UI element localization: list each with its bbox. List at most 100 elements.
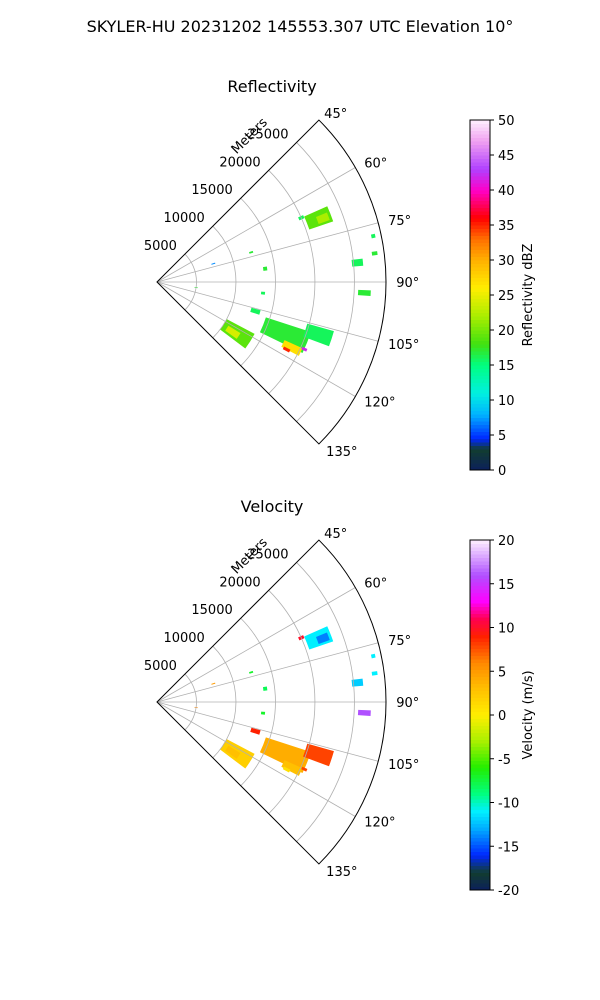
radar-cell — [259, 317, 311, 353]
colorbar-band — [470, 200, 490, 205]
colorbar-band — [470, 610, 490, 614]
colorbar-band — [470, 554, 490, 558]
colorbar-band — [470, 368, 490, 373]
range-tick-label: 10000 — [163, 211, 204, 226]
colorbar-band — [470, 347, 490, 352]
radar-cell — [225, 325, 241, 339]
colorbar-band — [470, 659, 490, 663]
colorbar-band — [470, 193, 490, 198]
colorbar-band — [470, 662, 490, 667]
colorbar-band — [470, 557, 490, 562]
colorbar-band — [470, 298, 490, 303]
colorbar-band — [470, 375, 490, 380]
azimuth-spoke — [156, 587, 356, 703]
colorbar-band — [470, 624, 490, 628]
colorbar-tick-label: 20 — [498, 324, 515, 339]
figure-title: SKYLER-HU 20231202 145553.307 UTC Elevat… — [87, 17, 514, 36]
colorbar-band — [470, 816, 490, 821]
radar-cell — [351, 258, 364, 267]
colorbar-band — [470, 428, 490, 432]
colorbar-band — [470, 340, 490, 345]
colorbar-band — [470, 158, 490, 163]
sector-outline — [156, 119, 387, 445]
range-tick-label: 10000 — [163, 631, 204, 646]
radar-cell — [260, 291, 266, 295]
colorbar-band — [470, 466, 490, 471]
theta-tick-label: 90° — [396, 276, 419, 291]
range-tick-label: 5000 — [144, 659, 177, 674]
colorbar-band — [470, 421, 490, 425]
colorbar-band — [470, 883, 490, 887]
colorbar-band — [470, 631, 490, 635]
colorbar-band — [470, 834, 490, 838]
colorbar-band — [470, 809, 490, 814]
colorbar-band — [470, 673, 490, 677]
colorbar-band — [470, 865, 490, 870]
colorbar-band — [470, 781, 490, 786]
velocity-panel: Velocity 45°60°75°90°105°120°135°5000100… — [144, 497, 536, 899]
colorbar-band — [470, 445, 490, 450]
colorbar-band — [470, 820, 490, 824]
reflectivity-title: Reflectivity — [227, 77, 316, 96]
colorbar-band — [470, 760, 490, 765]
radar-cell — [351, 678, 364, 687]
colorbar-band — [470, 732, 490, 737]
colorbar-band — [470, 550, 490, 555]
radar-cell — [303, 323, 334, 347]
colorbar-band — [470, 739, 490, 744]
theta-tick-label: 75° — [388, 214, 411, 229]
colorbar-band — [470, 169, 490, 173]
colorbar-band — [470, 680, 490, 684]
colorbar-band — [470, 729, 490, 733]
theta-tick-label: 105° — [388, 758, 419, 773]
colorbar-band — [470, 431, 490, 436]
azimuth-spoke — [156, 701, 356, 817]
colorbar-band — [470, 743, 490, 747]
colorbar-band — [470, 274, 490, 278]
colorbar-band — [470, 316, 490, 320]
radar-cell — [259, 737, 311, 773]
colorbar-band — [470, 291, 490, 296]
colorbar-tick-label: -5 — [498, 753, 511, 768]
colorbar-band — [470, 599, 490, 604]
colorbar-band — [470, 183, 490, 187]
colorbar-band — [470, 221, 490, 226]
colorbar-band — [470, 372, 490, 376]
colorbar-band — [470, 711, 490, 716]
colorbar-tick-label: 15 — [498, 578, 515, 593]
colorbar-band — [470, 281, 490, 285]
colorbar-tick-label: 30 — [498, 254, 515, 269]
colorbar-band — [470, 400, 490, 404]
colorbar-band — [470, 596, 490, 600]
theta-tick-label: 105° — [388, 338, 419, 353]
colorbar-band — [470, 844, 490, 849]
colorbar-band — [470, 841, 490, 845]
colorbar-band — [470, 725, 490, 730]
colorbar-tick-label: 25 — [498, 289, 515, 304]
colorbar-band — [470, 438, 490, 443]
colorbar-band — [470, 613, 490, 618]
colorbar-band — [470, 253, 490, 257]
azimuth-spoke — [156, 701, 379, 762]
colorbar-band — [470, 123, 490, 128]
colorbar-band — [470, 886, 490, 891]
colorbar-band — [470, 225, 490, 229]
colorbar-band — [470, 603, 490, 607]
radar-cell — [211, 262, 216, 265]
colorbar-band — [470, 239, 490, 243]
colorbar-band — [470, 708, 490, 712]
theta-tick-label: 60° — [364, 156, 387, 171]
radar-cell — [262, 266, 268, 271]
colorbar-band — [470, 414, 490, 418]
colorbar-band — [470, 795, 490, 800]
colorbar-band — [470, 813, 490, 817]
colorbar-band — [470, 736, 490, 740]
theta-tick-label: 75° — [388, 634, 411, 649]
colorbar-tick-label: 35 — [498, 219, 515, 234]
colorbar-tick-label: -15 — [498, 840, 519, 855]
radar-cell — [250, 307, 261, 315]
colorbar-band — [470, 547, 490, 551]
colorbar-band — [470, 694, 490, 698]
colorbar-band — [470, 578, 490, 583]
